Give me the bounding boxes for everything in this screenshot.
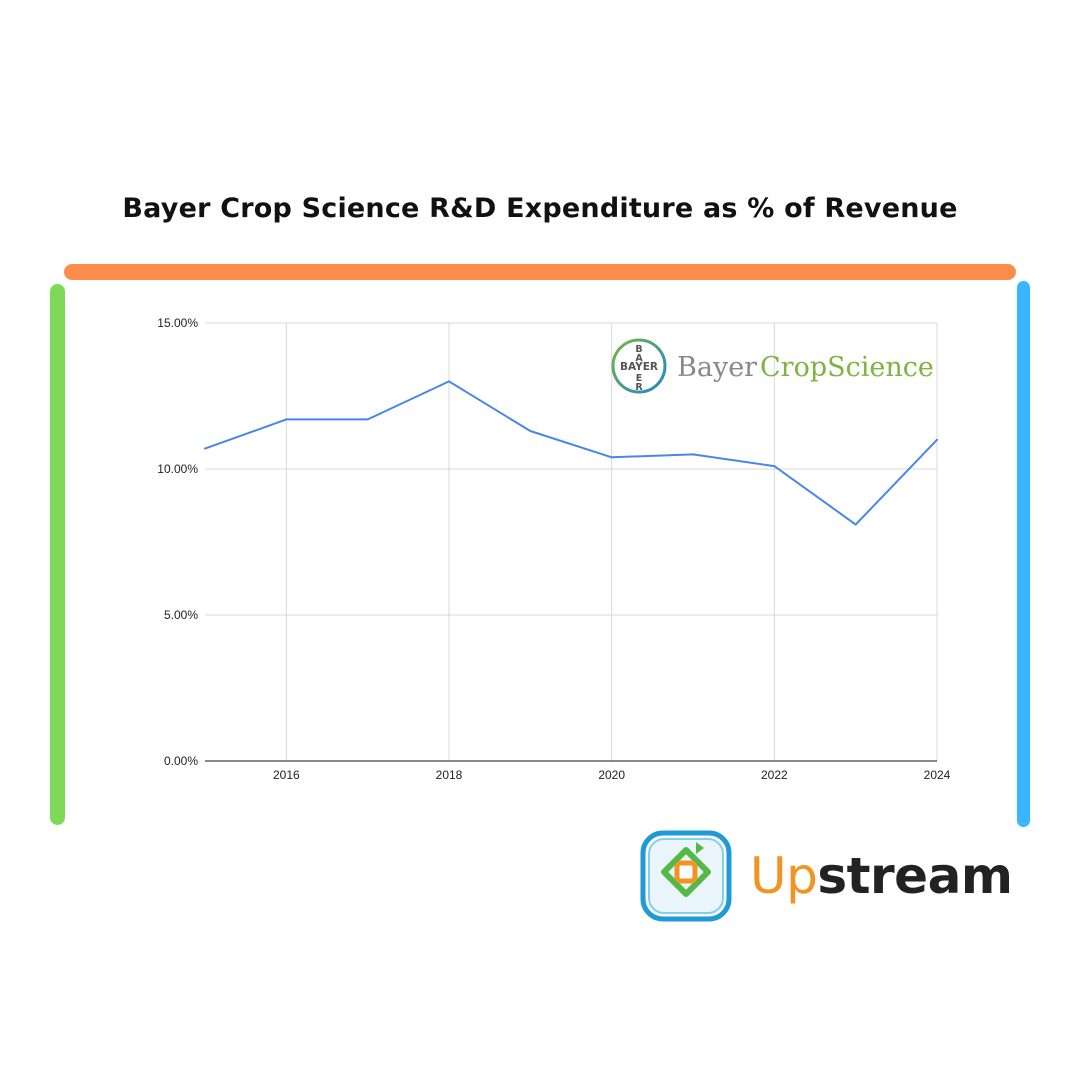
data-point xyxy=(448,380,450,383)
axis-layer: 0.00% 5.00% 10.00% 15.00% 2016 2018 2020 2022 20… xyxy=(157,316,950,782)
left-accent-bar xyxy=(50,284,65,825)
x-tick-label: 2016 xyxy=(273,768,300,782)
upstream-logo: Upstream xyxy=(640,830,1013,922)
data-point xyxy=(204,447,206,450)
upstream-loop-icon xyxy=(640,830,732,922)
series-line xyxy=(204,380,938,526)
cropscience-word: CropScience xyxy=(760,352,934,383)
bayer-cross-horizontal: BAYER xyxy=(620,361,658,373)
svg-text:R: R xyxy=(635,382,643,393)
top-accent-bar xyxy=(64,264,1016,280)
upstream-wordmark: Upstream xyxy=(750,847,1013,905)
bayer-cross-ring xyxy=(611,338,667,394)
bayer-word: Bayer xyxy=(677,352,757,383)
y-tick-label: 15.00% xyxy=(157,316,198,330)
x-tick-label: 2020 xyxy=(598,768,625,782)
data-point xyxy=(529,430,532,433)
right-accent-bar xyxy=(1017,281,1030,827)
x-tick-label: 2024 xyxy=(924,768,951,782)
svg-text:A: A xyxy=(635,353,643,364)
bayer-cross-vertical: B A E R xyxy=(635,344,643,393)
data-point xyxy=(773,465,776,468)
y-tick-label: 10.00% xyxy=(157,462,198,476)
data-point xyxy=(285,418,288,421)
svg-text:B: B xyxy=(635,344,642,355)
data-point xyxy=(610,456,613,459)
data-point xyxy=(854,523,857,526)
y-tick-label: 5.00% xyxy=(164,608,198,622)
grid-layer xyxy=(205,322,938,761)
x-tick-label: 2022 xyxy=(761,768,788,782)
data-point xyxy=(692,453,694,456)
y-tick-label: 0.00% xyxy=(164,754,198,768)
data-point xyxy=(936,438,938,441)
bayer-cropscience-logo: BAYER B A E R Bayer CropScience xyxy=(610,337,940,395)
x-tick-label: 2018 xyxy=(436,768,463,782)
chart-title: Bayer Crop Science R&D Expenditure as % … xyxy=(122,193,958,224)
svg-text:E: E xyxy=(636,373,643,384)
series-layer xyxy=(204,380,938,526)
data-point xyxy=(366,418,369,421)
